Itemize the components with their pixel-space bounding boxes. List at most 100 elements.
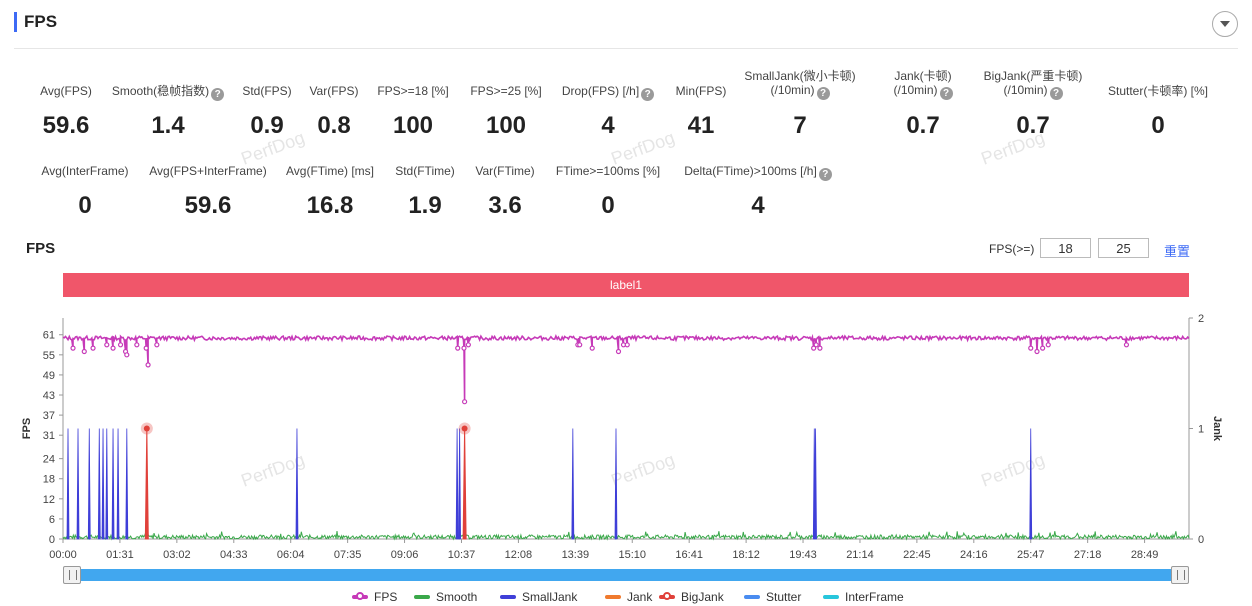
metric-label-unit: (/10min)	[1003, 83, 1048, 97]
fps-dip-point	[817, 345, 823, 351]
small-jank-spike	[1029, 428, 1033, 540]
y-tick-label: 6	[49, 514, 55, 526]
metric-value: 0.7	[1016, 112, 1050, 139]
metric-label: Avg(FTime) [ms]	[285, 164, 374, 178]
x-tick-label: 24:16	[960, 549, 988, 561]
fps-dip-point	[465, 342, 471, 348]
small-jank-spike	[66, 428, 70, 540]
fps-dip-point	[615, 348, 622, 355]
help-icon[interactable]: ?	[818, 168, 832, 181]
fps-dip-point	[811, 345, 817, 351]
metric-label: Avg(FPS+InterFrame)	[149, 164, 267, 178]
fps-dip-point	[134, 342, 140, 348]
small-jank-spike	[111, 428, 115, 540]
metric-label: Drop(FPS) [/h]	[561, 84, 640, 98]
legend-swatch	[605, 595, 621, 599]
metric-value: 0	[78, 192, 92, 219]
y2-tick-label: 1	[1198, 424, 1204, 436]
metric-value: 1.9	[408, 192, 442, 219]
metric-label: Avg(InterFrame)	[41, 164, 129, 178]
small-jank-spike	[105, 428, 109, 540]
legend-label: Stutter	[766, 590, 802, 604]
x-tick-label: 16:41	[675, 549, 703, 561]
x-tick-label: 28:49	[1131, 549, 1159, 561]
slider-handle-right[interactable]	[1171, 566, 1189, 584]
metric-value: 0.9	[250, 112, 284, 139]
metric-value: 0	[1151, 112, 1165, 139]
metric-label: FTime>=100ms [%]	[555, 164, 661, 178]
metric-label: SmallJank(微小卡顿)	[744, 69, 856, 83]
small-jank-spike	[455, 428, 459, 540]
y2-tick-label: 2	[1198, 313, 1204, 325]
metric-label: Smooth(稳帧指数)	[111, 84, 210, 98]
y-tick-label: 61	[43, 330, 55, 342]
reset-link[interactable]: 重置	[1164, 244, 1191, 259]
big-jank-marker	[461, 425, 468, 432]
fps-dip-point	[145, 362, 151, 368]
metric-value: 4	[751, 192, 765, 219]
metric-label: FPS>=18 [%]	[377, 84, 449, 98]
x-tick-label: 18:12	[732, 549, 760, 561]
small-jank-spike	[97, 428, 101, 540]
small-jank-spike	[295, 428, 299, 540]
fps-threshold-input-1[interactable]	[1040, 238, 1091, 258]
x-tick-label: 25:47	[1017, 549, 1045, 561]
header-divider	[14, 48, 1238, 49]
y2-tick-label: 0	[1198, 534, 1204, 546]
fps-dip-point	[461, 345, 467, 351]
legend-label: BigJank	[681, 590, 724, 604]
slider-handle-left[interactable]	[63, 566, 81, 584]
slider-track[interactable]	[73, 569, 1179, 581]
help-icon[interactable]: ?	[1049, 87, 1063, 100]
help-icon[interactable]: ?	[211, 88, 225, 101]
metric-value: 1.4	[151, 112, 185, 139]
small-jank-spike	[125, 428, 129, 540]
small-jank-spike	[458, 428, 462, 540]
fps-dip-point	[117, 342, 124, 348]
metric-value: 41	[687, 112, 715, 139]
help-icon[interactable]: ?	[816, 87, 830, 100]
y-tick-label: 43	[43, 390, 55, 402]
panel-header: FPS	[0, 0, 1252, 48]
metric-label: Var(FPS)	[309, 84, 359, 98]
y-tick-label: 24	[43, 454, 55, 466]
legend-marker	[663, 592, 671, 600]
small-jank-spike	[101, 428, 105, 540]
legend-swatch	[500, 595, 516, 599]
fps-dip-point	[124, 352, 130, 358]
small-jank-spike	[76, 428, 80, 540]
label-band[interactable]: label1	[63, 273, 1189, 297]
fps-dip-point	[462, 399, 468, 405]
metric-label: Delta(FTime)>100ms [/h]	[684, 164, 817, 178]
metric-label: Std(FPS)	[242, 84, 292, 98]
fps-dip-point	[1028, 345, 1034, 351]
help-icon[interactable]: ?	[939, 87, 953, 100]
fps-dip-point	[1040, 345, 1046, 351]
fps-filter-label: FPS(>=)	[989, 242, 1035, 256]
metric-value: 0.8	[317, 112, 351, 139]
metric-label: Std(FTime)	[395, 164, 455, 178]
metric-label: Var(FTime)	[475, 164, 535, 178]
y-tick-label: 0	[49, 534, 55, 546]
y-tick-label: 37	[43, 410, 55, 422]
fps-dip-point	[143, 345, 149, 351]
legend-swatch	[744, 595, 760, 599]
metric-label: FPS>=25 [%]	[470, 84, 542, 98]
small-jank-spike	[614, 428, 618, 540]
metric-value: 100	[485, 112, 527, 139]
metric-value: 7	[793, 112, 807, 139]
help-icon[interactable]: ?	[641, 88, 655, 101]
x-tick-label: 03:02	[163, 549, 191, 561]
time-range-slider[interactable]	[63, 566, 1189, 584]
metric-value: 100	[392, 112, 434, 139]
fps-series-line	[62, 333, 1190, 402]
fps-dip-point	[110, 345, 116, 351]
fps-threshold-input-2[interactable]	[1098, 238, 1149, 258]
y-axis-title: FPS	[21, 418, 33, 439]
collapse-button[interactable]	[1212, 11, 1238, 37]
x-tick-label: 10:37	[448, 549, 476, 561]
x-tick-label: 04:33	[220, 549, 248, 561]
metric-label-unit: (/10min)	[770, 83, 815, 97]
metric-value: 3.6	[488, 192, 522, 219]
